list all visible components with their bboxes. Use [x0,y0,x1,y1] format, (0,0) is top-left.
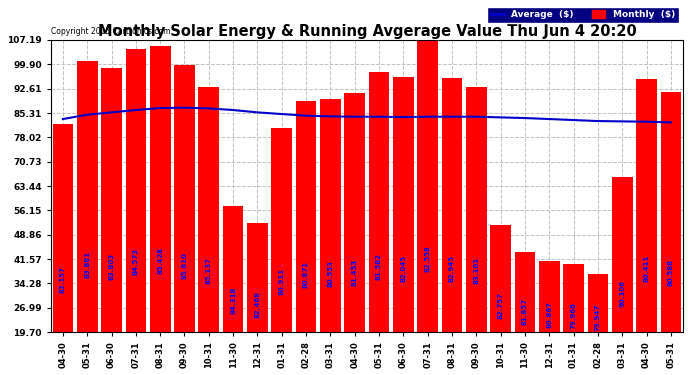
Bar [271,128,292,332]
Bar [52,123,73,332]
Bar [101,68,122,332]
Text: 84.318: 84.318 [230,287,236,314]
Bar [442,78,462,332]
Bar [320,99,341,332]
Bar [588,274,609,332]
Text: 81.582: 81.582 [376,254,382,280]
Text: 80.867: 80.867 [546,301,552,328]
Text: 79.947: 79.947 [595,304,601,331]
Text: 80.911: 80.911 [279,267,285,294]
Bar [636,79,657,332]
Bar [174,65,195,332]
Text: 85.137: 85.137 [206,257,212,284]
Text: 83.881: 83.881 [84,251,90,278]
Text: 90.106: 90.106 [619,280,625,307]
Bar [466,87,486,332]
Bar [199,87,219,332]
Text: 83.803: 83.803 [108,252,115,280]
Text: 82.045: 82.045 [400,255,406,282]
Bar [515,252,535,332]
Text: 80.553: 80.553 [328,260,333,287]
Legend: Average  ($), Monthly  ($): Average ($), Monthly ($) [487,6,678,23]
Bar [150,46,170,332]
Text: 84.573: 84.573 [133,248,139,275]
Bar [223,207,244,332]
Text: 80.871: 80.871 [303,261,309,288]
Bar [393,77,414,332]
Bar [563,264,584,332]
Bar [612,177,633,332]
Text: 82.468: 82.468 [255,291,260,318]
Text: 83.101: 83.101 [473,257,480,284]
Text: 82.757: 82.757 [497,292,504,319]
Text: 85.428: 85.428 [157,247,163,274]
Bar [539,261,560,332]
Text: 82.945: 82.945 [449,255,455,282]
Title: Monthly Solar Energy & Running Avgerage Value Thu Jun 4 20:20: Monthly Solar Energy & Running Avgerage … [97,24,636,39]
Bar [491,225,511,332]
Bar [247,223,268,332]
Bar [368,72,389,332]
Text: Copyright 2015 Cartronics.com: Copyright 2015 Cartronics.com [51,27,170,36]
Bar [126,49,146,332]
Text: 82.558: 82.558 [424,245,431,272]
Bar [417,39,438,332]
Text: 81.857: 81.857 [522,298,528,326]
Bar [77,61,97,332]
Text: 80.411: 80.411 [644,255,649,282]
Text: 79.966: 79.966 [571,302,577,328]
Bar [296,101,317,332]
Bar [660,92,681,332]
Text: 81.453: 81.453 [352,259,357,286]
Bar [344,93,365,332]
Text: 85.610: 85.610 [181,252,188,279]
Text: 82.157: 82.157 [60,267,66,293]
Text: 80.588: 80.588 [668,258,674,285]
